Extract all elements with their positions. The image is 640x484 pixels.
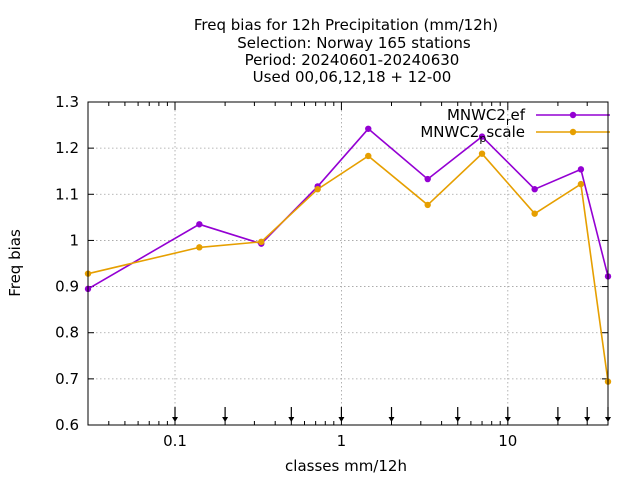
series-point-0 bbox=[365, 125, 372, 132]
legend-label-0: MNWC2ref bbox=[447, 106, 526, 128]
series-point-1 bbox=[424, 201, 431, 209]
series-line-1 bbox=[87, 152, 609, 382]
y-axis-label: Freq bias bbox=[6, 229, 24, 297]
x-tick-label: 10 bbox=[498, 432, 517, 450]
series-point-1 bbox=[196, 244, 203, 251]
series-point-0 bbox=[424, 175, 431, 183]
series-point-1 bbox=[314, 186, 321, 193]
series-point-0 bbox=[196, 221, 203, 228]
plot-frame bbox=[87, 101, 609, 426]
title-line-2: Selection: Norway 165 stations bbox=[237, 34, 471, 52]
x-axis-label: classes mm/12h bbox=[285, 457, 407, 475]
series-point-1 bbox=[365, 152, 372, 160]
class-arrow-head bbox=[388, 417, 395, 422]
chart-title: Freq bias for 12h Precipitation (mm/12h)… bbox=[194, 16, 498, 86]
class-arrow-head bbox=[454, 417, 461, 422]
y-tick-label: 0.9 bbox=[55, 278, 79, 296]
axes: 0.6 0.7 0.8 0.9 1 1.1 1.2 1.3 0.1 1 10 bbox=[55, 93, 608, 450]
series-point-1 bbox=[258, 238, 265, 246]
y-tick-label: 1.1 bbox=[55, 185, 79, 203]
legend-marker-1 bbox=[569, 128, 577, 136]
series-point-0 bbox=[577, 166, 585, 173]
grid bbox=[88, 102, 608, 425]
class-arrow-head bbox=[504, 417, 511, 422]
class-arrow-head bbox=[288, 417, 295, 422]
y-tick-label: 0.7 bbox=[55, 370, 79, 388]
y-tick-label: 0.8 bbox=[55, 324, 79, 342]
class-arrow-head bbox=[338, 417, 345, 422]
class-arrow-head bbox=[222, 417, 229, 422]
title-line-3: Period: 20240601-20240630 bbox=[245, 51, 460, 69]
title-line-1: Freq bias for 12h Precipitation (mm/12h) bbox=[194, 16, 498, 34]
y-tick-label: 1.3 bbox=[55, 93, 79, 111]
series-point-1 bbox=[531, 210, 538, 217]
y-tick-label: 0.6 bbox=[55, 416, 79, 434]
series bbox=[84, 125, 612, 385]
y-tick-label: 1.2 bbox=[55, 139, 79, 157]
series-point-0 bbox=[531, 186, 538, 193]
class-arrow-head bbox=[554, 417, 561, 422]
class-arrow-head bbox=[172, 417, 179, 422]
series-line-0 bbox=[87, 127, 609, 290]
series-point-1 bbox=[478, 150, 486, 157]
legend-label-1: MNWC2pscale bbox=[420, 123, 525, 145]
class-arrow-head bbox=[584, 417, 591, 422]
series-point-1 bbox=[577, 180, 585, 188]
title-line-4: Used 00,06,12,18 + 12-00 bbox=[253, 68, 452, 86]
y-tick-label: 1 bbox=[69, 231, 79, 249]
series-point-0 bbox=[478, 133, 486, 140]
legend-marker-0 bbox=[569, 111, 577, 119]
class-arrow-markers bbox=[172, 407, 611, 422]
x-tick-label: 1 bbox=[337, 432, 347, 450]
x-tick-label: 0.1 bbox=[163, 432, 187, 450]
